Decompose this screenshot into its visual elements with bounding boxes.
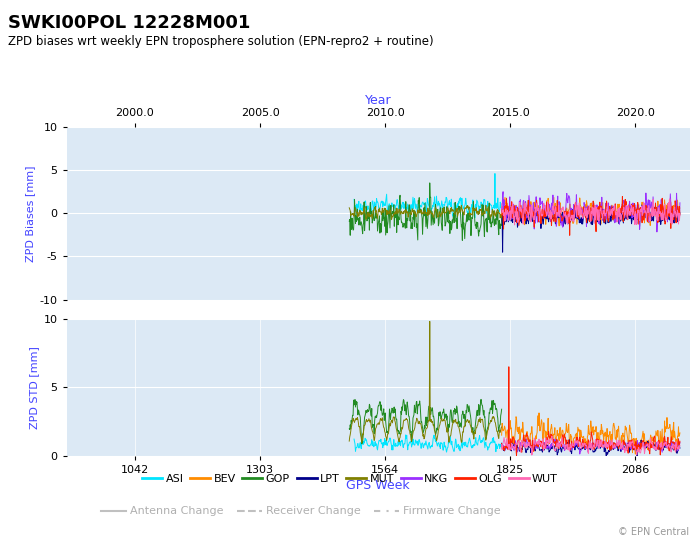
Legend: ASI, BEV, GOP, LPT, MUT, NKG, OLG, WUT: ASI, BEV, GOP, LPT, MUT, NKG, OLG, WUT [138,470,562,489]
X-axis label: Year: Year [365,94,391,107]
X-axis label: GPS Week: GPS Week [346,480,410,492]
Legend: Antenna Change, Receiver Change, Firmware Change: Antenna Change, Receiver Change, Firmwar… [97,502,505,521]
Text: SWKI00POL 12228M001: SWKI00POL 12228M001 [8,14,251,31]
Text: © EPN Central: © EPN Central [618,527,690,537]
Y-axis label: ZPD STD [mm]: ZPD STD [mm] [29,346,39,429]
Text: ZPD biases wrt weekly EPN troposphere solution (EPN-repro2 + routine): ZPD biases wrt weekly EPN troposphere so… [8,35,434,48]
Y-axis label: ZPD Biases [mm]: ZPD Biases [mm] [25,165,35,261]
